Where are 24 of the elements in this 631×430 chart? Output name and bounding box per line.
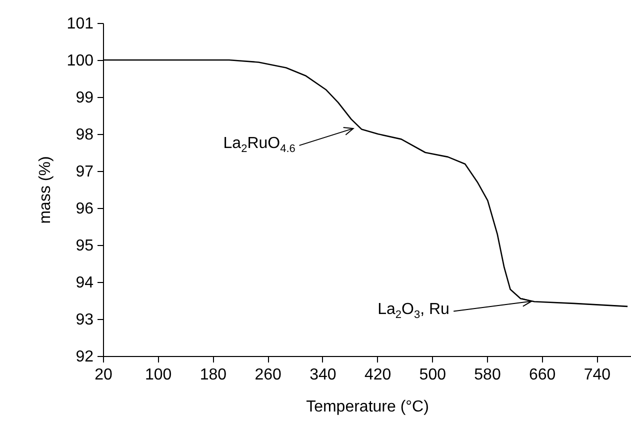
y-tick-label: 98	[76, 126, 94, 144]
y-tick-label: 97	[76, 164, 94, 180]
y-axis-title: mass (%)	[36, 156, 54, 224]
y-tick-label: 100	[66, 52, 94, 70]
y-tick-label: 94	[76, 274, 94, 292]
y-tick-label: 96	[76, 200, 94, 218]
x-tick-label: 660	[529, 366, 556, 384]
x-axis-title: Temperature (°C)	[306, 398, 429, 416]
annotation: La$_{2}$O$_{3}$, Ru	[378, 300, 450, 321]
annotation: La$_{2}$RuO$_{4.6}$	[223, 134, 296, 156]
x-tick-label: 340	[310, 366, 336, 384]
x-tick-label: 180	[200, 366, 227, 384]
x-tick-label: 740	[584, 366, 611, 384]
x-tick-label: 420	[364, 366, 392, 384]
y-tick-label: 93	[76, 312, 94, 328]
x-tick-label: 500	[419, 366, 446, 384]
y-tick-label: 99	[76, 90, 94, 106]
y-tick-label: 101	[66, 16, 94, 32]
x-tick-label: 580	[474, 366, 501, 384]
x-tick-label: 100	[145, 366, 172, 384]
y-tick-label: 92	[76, 348, 94, 366]
x-tick-label: 260	[254, 366, 282, 384]
y-tick-label: 95	[76, 238, 94, 254]
x-tick-label: 20	[94, 366, 112, 384]
